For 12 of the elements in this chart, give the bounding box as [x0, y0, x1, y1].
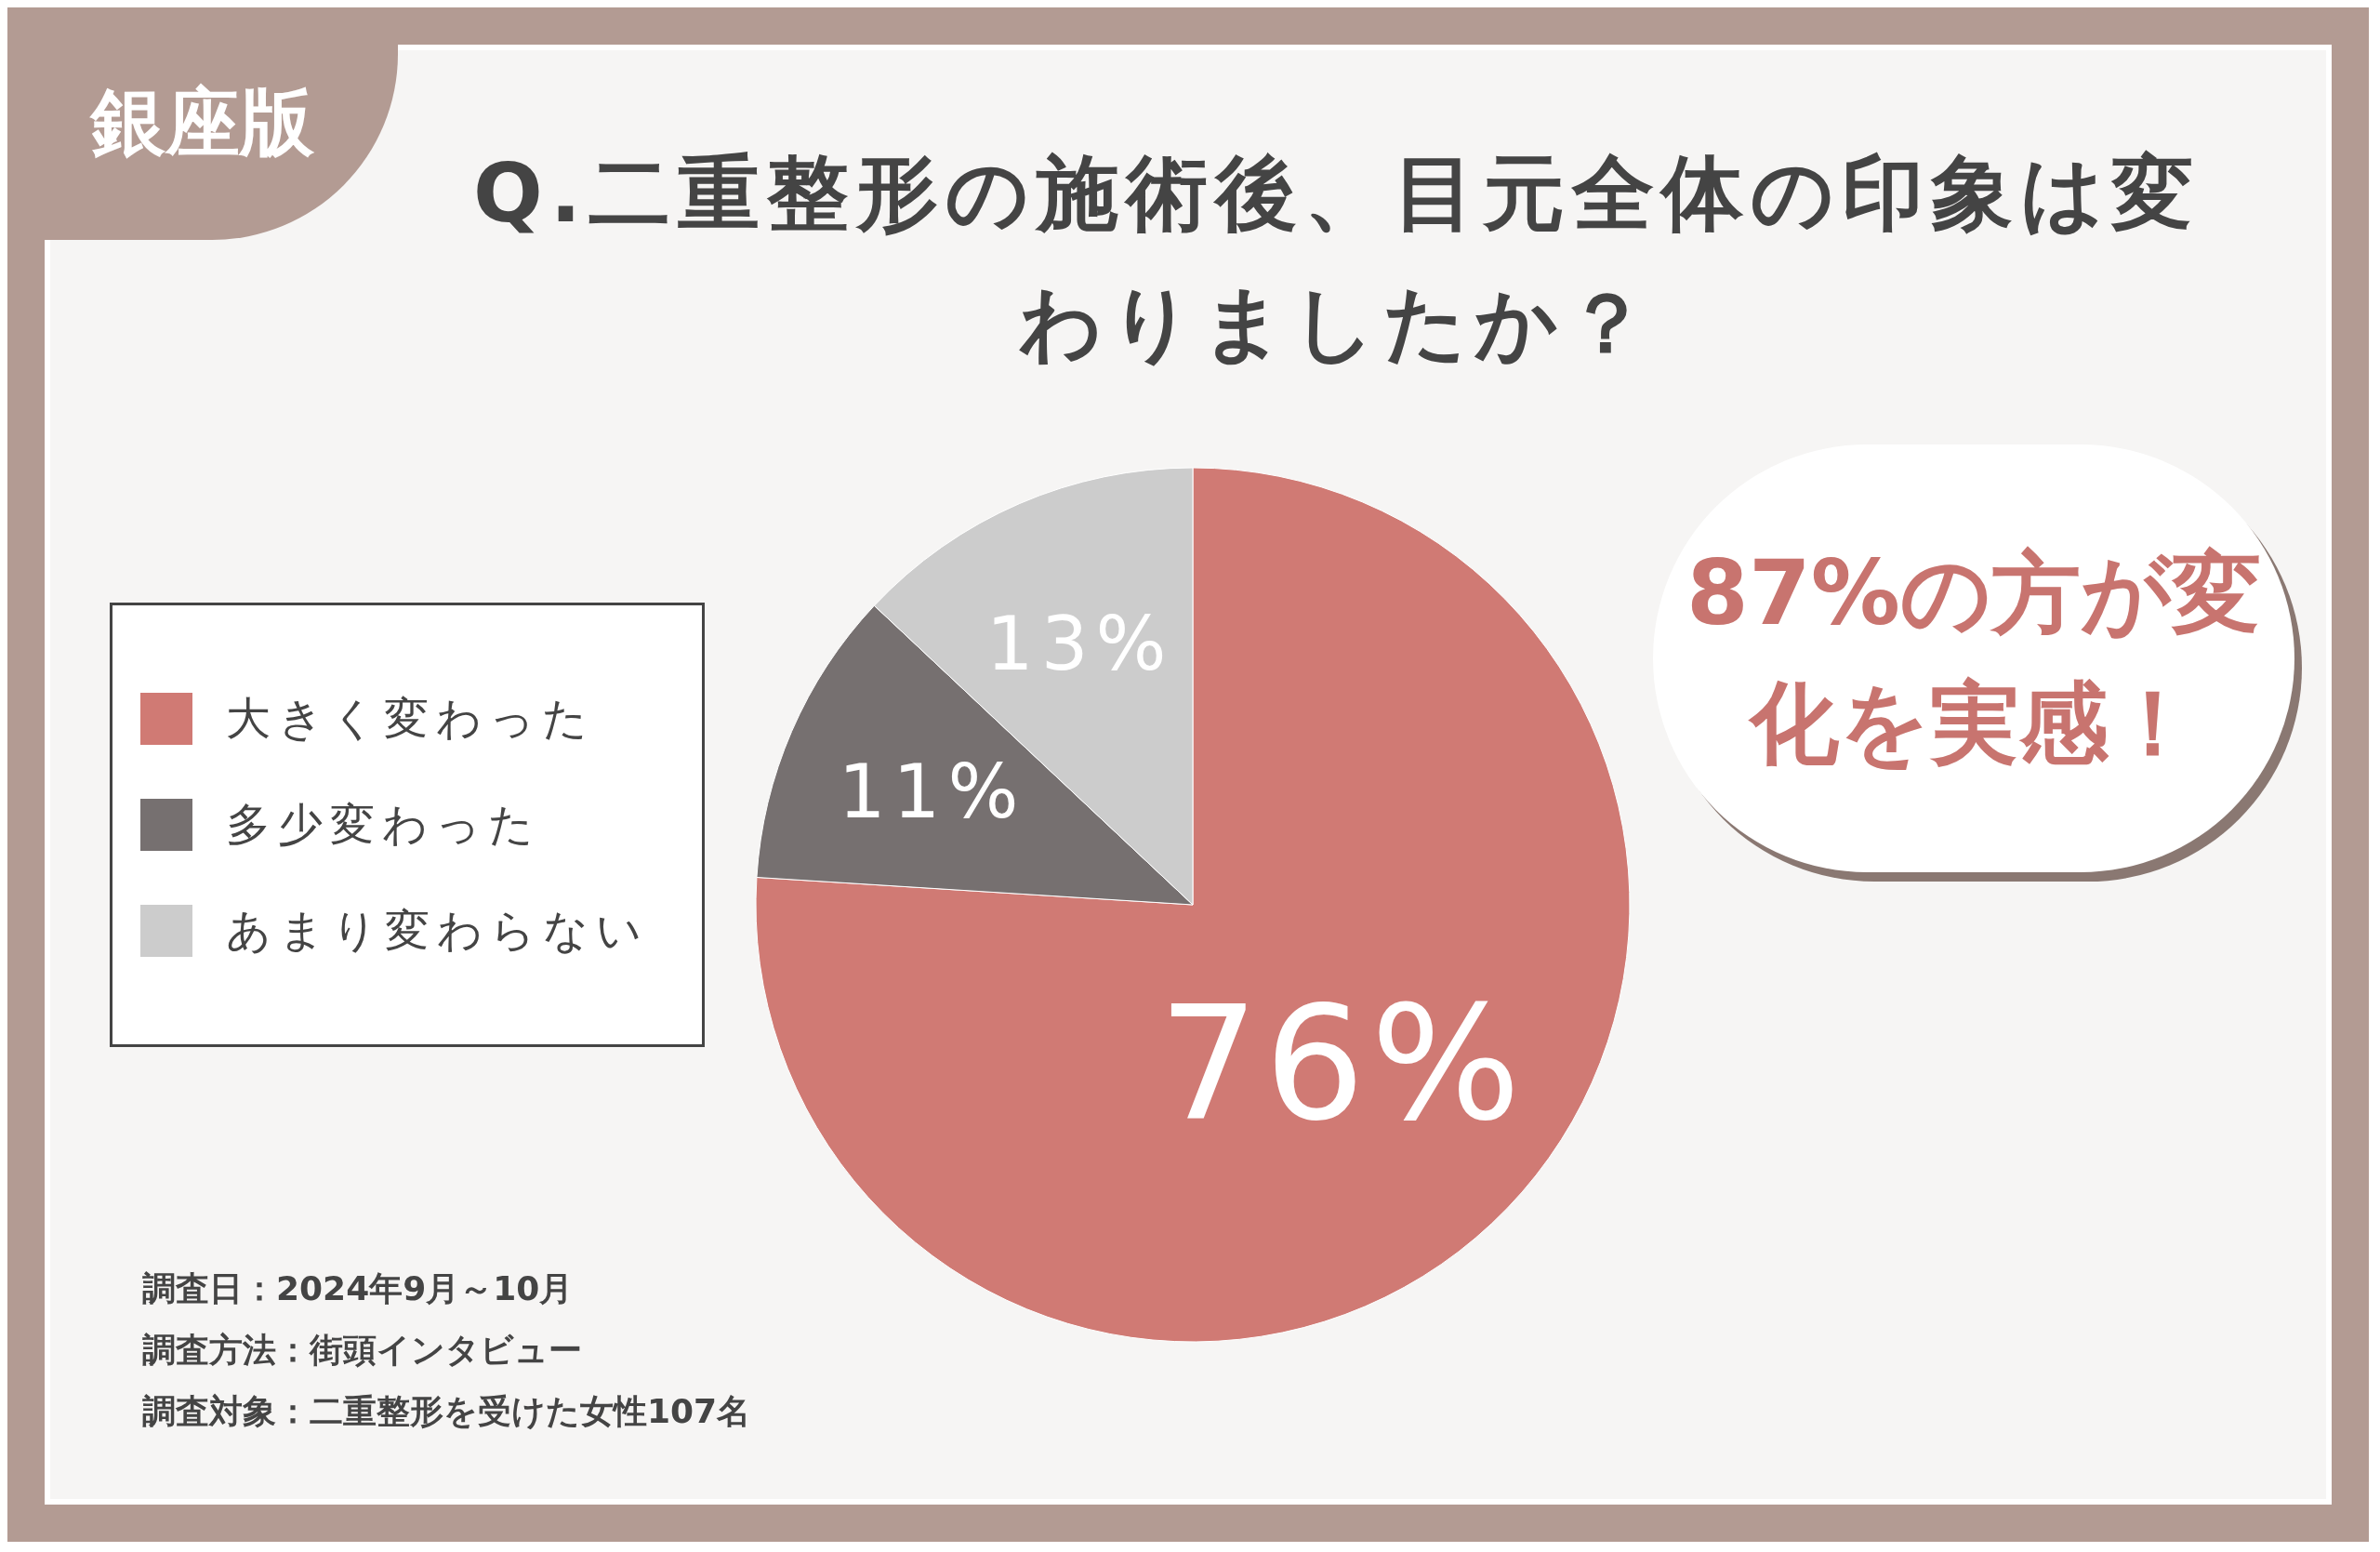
pie-slice — [756, 467, 1631, 1343]
legend-label: あまり変わらない — [226, 903, 649, 958]
text: 銀座版 — [7, 7, 398, 240]
text: 調査日：2024年9月～10月 — [142, 1268, 575, 1309]
text: 調査方法：街頭インタビュー — [142, 1330, 583, 1371]
data-label: 76% — [1157, 972, 1527, 1157]
legend-label: 大きく変わった — [226, 691, 595, 746]
legend-label: 多少変わった — [226, 797, 541, 852]
chart-title: Q.二重整形の施術後、目元全体の印象は変わりましたか？ — [471, 144, 2202, 373]
text: 調査対象：二重整形を受けた女性107名 — [142, 1391, 751, 1432]
data-label: 11% — [838, 749, 1026, 836]
text: 87%の方が変化を実感！ — [1686, 540, 2262, 777]
